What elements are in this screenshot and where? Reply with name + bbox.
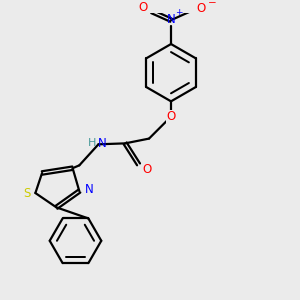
Text: O: O	[196, 2, 205, 15]
Text: O: O	[167, 110, 176, 123]
Text: H: H	[88, 138, 96, 148]
Text: −: −	[208, 0, 217, 8]
Text: N: N	[167, 13, 176, 26]
Text: O: O	[142, 163, 152, 176]
Text: +: +	[175, 8, 182, 17]
Text: O: O	[139, 1, 148, 14]
Text: N: N	[85, 183, 93, 196]
Text: N: N	[98, 137, 106, 150]
Text: S: S	[23, 188, 31, 200]
